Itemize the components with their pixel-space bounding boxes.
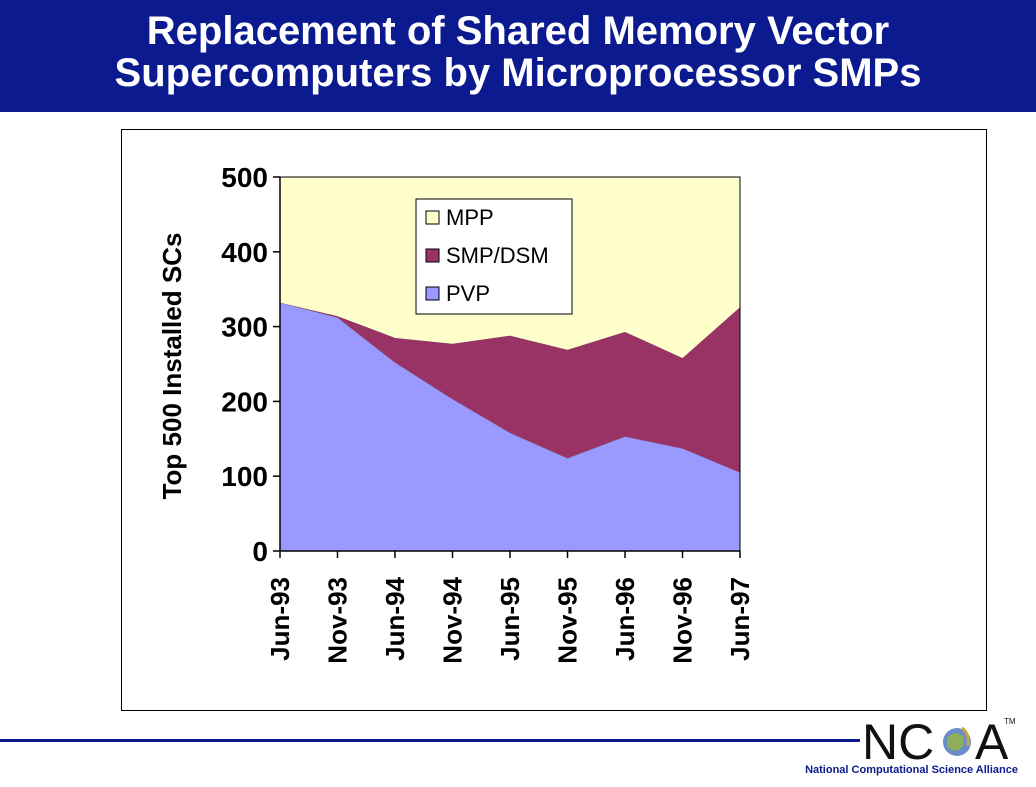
legend-swatch-mpp	[425, 210, 440, 225]
y-tick-label: 300	[221, 312, 268, 343]
x-tick-label: Nov-95	[553, 577, 583, 664]
globe-icon	[943, 726, 971, 756]
area-smp-dsm	[280, 302, 740, 473]
y-tick-label: 100	[221, 461, 268, 492]
y-tick-label: 200	[221, 386, 268, 417]
trademark: TM	[1004, 717, 1016, 726]
y-tick-label: 0	[252, 536, 268, 567]
y-tick-label: 500	[221, 162, 268, 193]
legend-label-smp-dsm: SMP/DSM	[446, 243, 549, 268]
ncsa-logo: NC S A TM	[862, 714, 1016, 764]
slide-title-line-2: Supercomputers by Microprocessor SMPs	[114, 51, 922, 95]
legend-label-mpp: MPP	[446, 205, 494, 230]
y-axis-title: Top 500 Installed SCs	[157, 233, 187, 500]
legend-box	[415, 198, 573, 315]
x-tick-label: Nov-96	[668, 577, 698, 664]
y-tick-label: 400	[221, 237, 268, 268]
slide-title-line-1: Replacement of Shared Memory Vector	[146, 9, 890, 53]
x-tick-label: Jun-93	[265, 577, 295, 661]
x-tick-label: Jun-96	[610, 577, 640, 661]
legend-label-pvp: PVP	[446, 281, 490, 306]
area-pvp	[280, 302, 740, 551]
legend-swatch-pvp	[425, 286, 440, 301]
x-tick-label: Nov-93	[323, 577, 353, 664]
footer-rule	[0, 739, 860, 742]
legend-swatch-smp-dsm	[425, 248, 440, 263]
x-tick-label: Jun-95	[495, 577, 525, 661]
footer-org-name: National Computational Science Alliance	[805, 764, 1018, 776]
x-tick-label: Jun-94	[380, 576, 410, 660]
stacked-area-chart: 0 100 200 300 400 500 Jun-93 Nov-93 Jun-94 Nov-94…	[157, 162, 755, 664]
x-tick-label: Jun-97	[725, 577, 755, 661]
ncsa-logo-text: NC	[862, 714, 934, 764]
title-bar: Replacement of Shared Memory Vector Supe…	[0, 0, 1036, 112]
x-tick-label: Nov-94	[438, 576, 468, 663]
chart-frame: 0 100 200 300 400 500 Jun-93 Nov-93 Jun-94 Nov-94…	[121, 129, 987, 711]
svg-text:A: A	[975, 714, 1009, 764]
